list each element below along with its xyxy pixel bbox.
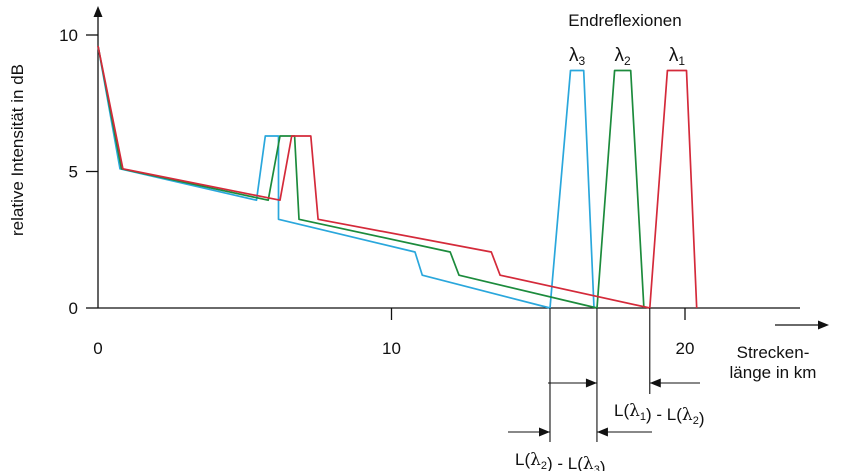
dim1-arrow-left-head <box>585 378 597 388</box>
dim2-arrow-right-head <box>596 427 608 437</box>
dim1-label: L(λ1) - L(λ2) <box>614 401 705 428</box>
ticks: 0 5 10 0 10 20 <box>59 26 694 358</box>
series-line-2 <box>97 45 645 309</box>
x-axis-label-line1: Strecken- <box>737 343 810 362</box>
series-line-3 <box>97 45 698 309</box>
x-axis-arrow <box>818 320 829 330</box>
endreflexionen-label: Endreflexionen <box>568 11 681 30</box>
x-tick-label-20: 20 <box>676 339 695 358</box>
dim1-arrow-right-head <box>649 378 661 388</box>
y-tick-label-10: 10 <box>59 26 78 45</box>
x-tick-label-0: 0 <box>93 339 102 358</box>
x-tick-label-10: 10 <box>382 339 401 358</box>
y-axis-arrow <box>93 6 103 17</box>
axes: relative Intensität in dB Strecken-länge … <box>8 6 829 382</box>
x-axis-label-line2: länge in km <box>730 363 817 382</box>
y-axis-label: relative Intensität in dB <box>8 64 27 236</box>
y-tick-label-0: 0 <box>69 299 78 318</box>
peak-label-3: λ1 <box>669 45 686 68</box>
series-line-1 <box>97 45 595 309</box>
peak-label-1: λ3 <box>569 45 586 68</box>
dim2-label: L(λ2) - L(λ3) <box>515 450 606 471</box>
peak-label-2: λ2 <box>615 45 632 68</box>
annotations: Endreflexionen λ3 λ2 λ1 L(λ1) - L(λ2) L(λ2) -… <box>508 11 705 471</box>
dim2-arrow-left-head <box>538 427 550 437</box>
y-tick-label-5: 5 <box>69 163 78 182</box>
series-lines <box>97 45 698 309</box>
